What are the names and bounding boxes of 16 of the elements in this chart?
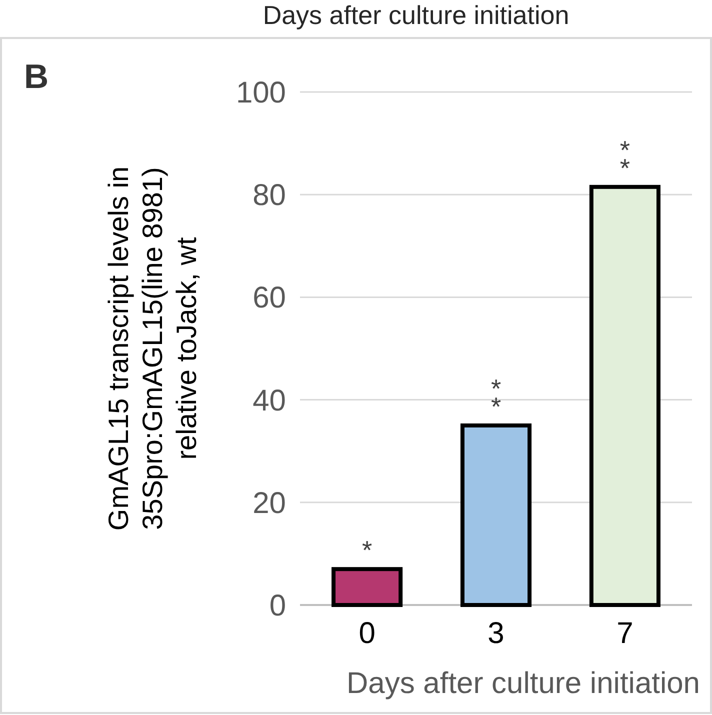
y-tick-label: 40 <box>252 384 286 418</box>
y-tick-label: 0 <box>269 590 286 622</box>
y-tick-label: 100 <box>236 76 286 110</box>
text: B <box>24 58 49 96</box>
y-tick-label: 80 <box>252 179 286 212</box>
annotation: ** <box>620 134 630 183</box>
annotation: * <box>362 535 372 566</box>
x-tick-label: 0 <box>358 617 376 650</box>
x-tick-label: 3 <box>488 617 504 650</box>
x-tick-label: 7 <box>616 617 634 650</box>
text: Days after culture initiation <box>262 0 570 30</box>
annotation: ** <box>490 373 502 422</box>
x-axis-title: Days after culture initiation <box>346 667 700 700</box>
y-tick-label: 60 <box>252 282 286 315</box>
y-axis-title: GmAGL15 transcript levels in 35Spro:GmAGL15(line 8981) relative toJack, wt <box>103 166 202 531</box>
y-tick-label: 20 <box>252 486 286 520</box>
